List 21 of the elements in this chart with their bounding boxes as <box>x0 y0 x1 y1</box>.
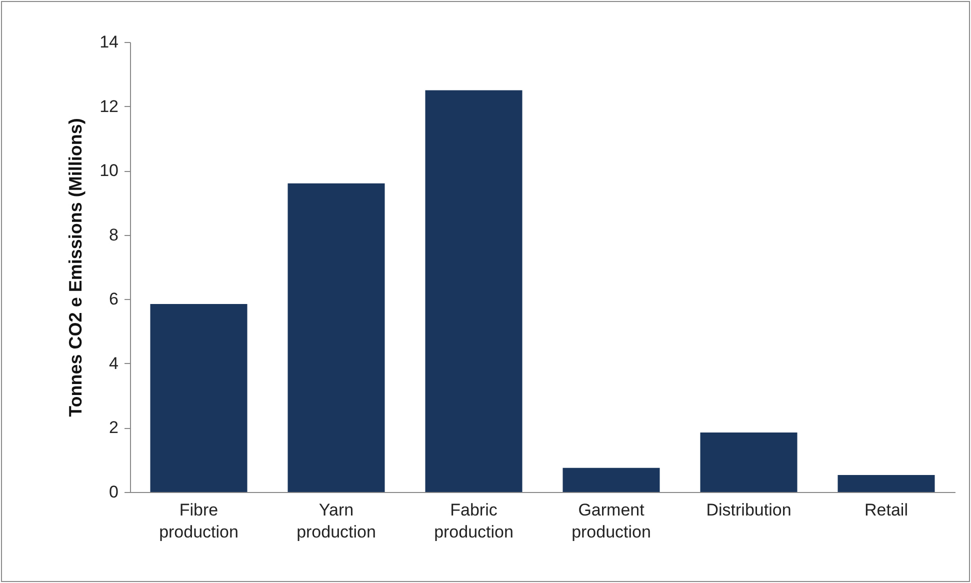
y-tick-label: 14 <box>100 32 118 52</box>
y-tick-label: 0 <box>109 482 118 502</box>
bar <box>700 432 798 492</box>
bar <box>150 304 248 492</box>
y-tick-label: 2 <box>109 418 118 438</box>
x-tick-label: Retail <box>864 500 908 520</box>
bar <box>562 468 660 492</box>
y-axis-title: Tonnes CO2 e Emissions (Millions) <box>66 118 86 417</box>
x-tick-label: Yarn production <box>296 500 376 542</box>
x-tick-label: Fibre production <box>159 500 238 542</box>
y-tick-label: 8 <box>109 225 118 244</box>
x-tick-label: Fabric production <box>434 500 514 542</box>
y-tick-label: 4 <box>109 354 118 373</box>
x-tick-label: Garment production <box>572 500 651 542</box>
y-tick-label: 10 <box>100 161 118 180</box>
y-tick-label: 6 <box>109 290 118 309</box>
bar <box>288 183 385 492</box>
bar <box>838 474 935 492</box>
bar <box>425 90 522 492</box>
y-tick-label: 12 <box>100 96 118 116</box>
x-tick-label: Distribution <box>706 500 792 520</box>
